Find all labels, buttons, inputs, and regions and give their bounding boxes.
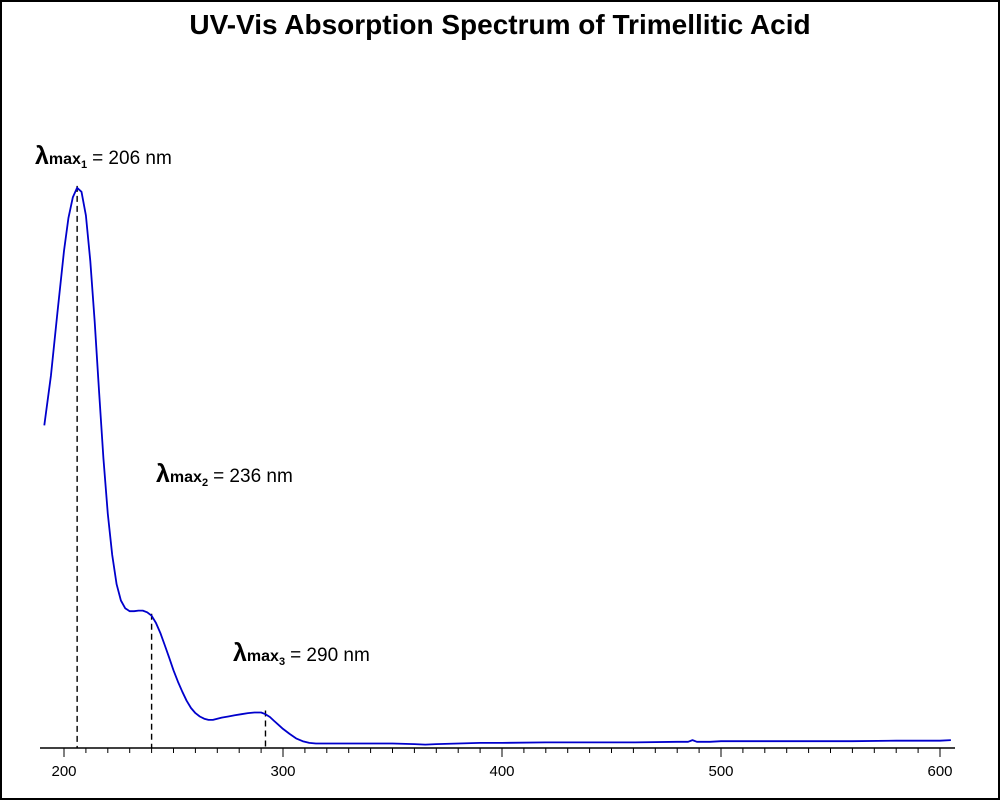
max-text: max xyxy=(170,469,202,486)
series-layer xyxy=(43,186,951,746)
peak-value: = 290 nm xyxy=(290,645,370,666)
peak-value: = 206 nm xyxy=(92,148,172,169)
chart-title: UV-Vis Absorption Spectrum of Trimelliti… xyxy=(189,9,811,40)
x-tick-label: 600 xyxy=(927,763,952,780)
x-tick-label: 400 xyxy=(489,763,514,780)
peak-value: = 236 nm xyxy=(213,466,293,487)
lambda-symbol: λ xyxy=(233,639,247,667)
x-tick-label: 200 xyxy=(51,763,76,780)
lambda-symbol: λ xyxy=(35,142,49,170)
x-tick-label: 300 xyxy=(270,763,295,780)
max-text: max xyxy=(49,151,81,168)
peak-subscript: 1 xyxy=(81,159,87,171)
peak-label: λmax1 = 206 nm xyxy=(35,142,172,171)
peak-label: λmax3 = 290 nm xyxy=(233,639,370,668)
peak-label: λmax2 = 236 nm xyxy=(156,460,293,489)
lambda-symbol: λ xyxy=(156,460,170,488)
absorption-spectrum-line xyxy=(43,186,951,746)
peak-guides xyxy=(76,185,267,748)
x-tick-label: 500 xyxy=(708,763,733,780)
x-axis: 200 300 400 500 600 xyxy=(40,747,955,780)
peak-subscript: 3 xyxy=(279,656,285,668)
max-text: max xyxy=(247,648,279,665)
peak-subscript: 2 xyxy=(202,477,208,489)
